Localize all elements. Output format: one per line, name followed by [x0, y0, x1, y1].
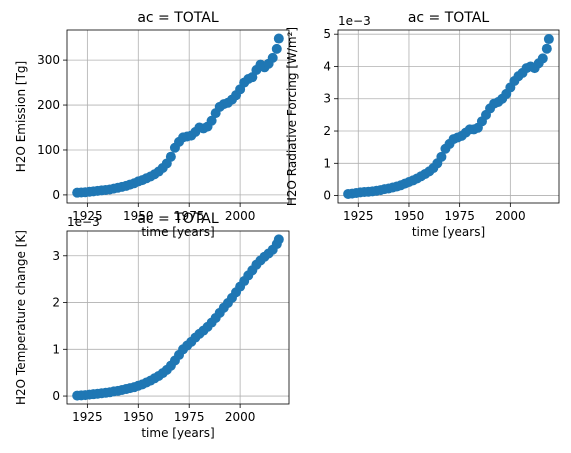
axes-frame [66, 230, 290, 405]
data-point [543, 34, 554, 45]
x-tick-label: 1975 [444, 209, 475, 223]
data-series [72, 33, 284, 198]
data-series [343, 34, 554, 199]
axes-frame [66, 29, 290, 204]
y-tick-label: 2 [323, 124, 331, 138]
data-point [271, 43, 282, 54]
data-series [72, 234, 284, 401]
y-tick-label: 200 [37, 98, 60, 112]
data-point [273, 234, 284, 245]
x-axis-label: time [years] [412, 225, 485, 239]
x-axis-label: time [years] [141, 426, 214, 440]
x-tick-label: 1950 [394, 209, 425, 223]
y-axis-label: H2O Emission [Tg] [14, 61, 28, 172]
x-tick-label: 2000 [225, 410, 256, 424]
x-tick-label: 1950 [123, 209, 154, 223]
y-offset-text: 1e−3 [338, 14, 371, 28]
data-point [206, 115, 217, 126]
y-tick-label: 0 [323, 189, 331, 203]
y-tick-label: 1 [323, 156, 331, 170]
x-tick-label: 2000 [225, 209, 256, 223]
x-tick-label: 1950 [123, 410, 154, 424]
y-tick-label: 3 [323, 92, 331, 106]
chart-title: ac = TOTAL [137, 10, 219, 26]
data-point [165, 151, 176, 162]
x-tick-label: 2000 [495, 209, 526, 223]
y-tick-label: 1 [52, 342, 60, 356]
x-tick-label: 1975 [174, 410, 205, 424]
y-tick-label: 0 [52, 389, 60, 403]
axes-frame [337, 29, 560, 204]
x-tick-label: 1925 [343, 209, 374, 223]
data-point [267, 52, 278, 63]
y-tick-label: 0 [52, 188, 60, 202]
subplot-2: 1925 1950 1975 2000 0 1 2 3 4 5 1e−3 ac = TOTAL time… [285, 10, 560, 239]
y-tick-label: 5 [323, 27, 331, 41]
chart-title: ac = TOTAL [137, 211, 219, 227]
y-offset-text: 1e−3 [67, 215, 100, 229]
y-axis-label: H2O Radiative Forcing [W/m²] [285, 27, 299, 206]
data-point [541, 43, 552, 54]
data-point [436, 151, 447, 162]
chart-title: ac = TOTAL [408, 10, 490, 26]
x-axis-label: time [years] [141, 225, 214, 239]
y-tick-label: 300 [37, 53, 60, 67]
data-point [537, 53, 548, 64]
y-tick-label: 2 [52, 296, 60, 310]
data-point [273, 33, 284, 44]
y-tick-label: 4 [323, 59, 331, 73]
y-tick-label: 3 [52, 249, 60, 263]
x-tick-label: 1925 [72, 410, 103, 424]
x-tick-label: 1925 [72, 209, 103, 223]
x-tick-label: 1975 [174, 209, 205, 223]
y-tick-label: 100 [37, 143, 60, 157]
y-axis-label: H2O Temperature change [K] [14, 230, 28, 405]
